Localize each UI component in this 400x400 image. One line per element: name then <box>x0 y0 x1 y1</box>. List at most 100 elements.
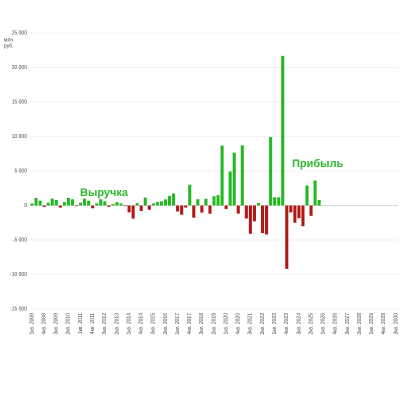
y-tick-label: 20 000 <box>12 65 28 71</box>
y-tick-label: 15 000 <box>12 99 28 105</box>
bar <box>200 205 204 213</box>
x-tick-label: 4кв. 2023 <box>284 313 290 335</box>
x-tick-label: 2кв. 2016 <box>163 313 169 335</box>
y-label-line: руб. <box>4 43 14 49</box>
bar <box>269 137 273 206</box>
bar <box>123 205 127 207</box>
bar <box>107 205 111 207</box>
bar <box>244 205 248 219</box>
bar <box>147 205 151 210</box>
bar <box>285 205 289 269</box>
bar <box>240 145 244 206</box>
bar <box>216 195 220 206</box>
bar <box>87 200 91 206</box>
bar <box>297 205 301 219</box>
bar <box>139 205 143 212</box>
bar <box>119 203 123 206</box>
bar <box>289 205 293 213</box>
bar <box>317 199 321 206</box>
bar <box>50 198 54 206</box>
x-tick-label: 4кв. 2029 <box>381 313 387 335</box>
bar <box>151 203 155 206</box>
bar <box>131 205 135 219</box>
y-tick-label: 5 000 <box>14 168 27 174</box>
bar <box>301 205 305 227</box>
x-tick-label: 4кв. 2008 <box>41 313 47 335</box>
bar <box>54 199 58 206</box>
bar <box>208 205 212 214</box>
bar <box>103 201 107 206</box>
bar <box>91 205 95 209</box>
bar <box>273 197 277 206</box>
bar <box>236 205 240 214</box>
bar <box>46 202 50 206</box>
bar <box>115 202 119 206</box>
bar <box>34 197 38 206</box>
bar <box>180 205 184 215</box>
x-tick-label: 1кв. 2026 <box>321 313 327 335</box>
y-tick-label: -15 000 <box>10 306 27 312</box>
annotation: Прибыль <box>292 158 344 170</box>
bar <box>99 199 103 206</box>
x-tick-label: 4кв. 2014 <box>139 313 145 335</box>
bar <box>188 184 192 206</box>
x-tick-label: 1кв. 2014 <box>126 313 132 335</box>
bar <box>204 198 208 206</box>
bar <box>196 199 200 206</box>
x-tick-label: 1кв. 2011 <box>78 313 84 334</box>
x-tick-label: 4кв. 2011 <box>90 313 96 334</box>
x-tick-label: 1кв. 2020 <box>223 313 229 335</box>
bar <box>224 205 228 209</box>
y-tick-label: 25 000 <box>12 30 28 36</box>
y-tick-label: -5 000 <box>13 237 27 243</box>
bar <box>281 55 285 206</box>
x-tick-label: 1кв. 2023 <box>272 313 278 335</box>
bar <box>74 205 79 207</box>
x-tick-label: 3кв. 2018 <box>199 313 205 335</box>
y-tick-label: 10 000 <box>12 134 28 140</box>
bar <box>95 203 99 206</box>
y-label-line: млн <box>4 37 13 43</box>
bar <box>232 152 236 206</box>
bar <box>293 205 297 223</box>
bar <box>143 197 147 206</box>
x-tick-label: 1кв. 2017 <box>175 313 181 335</box>
bar <box>159 201 163 206</box>
bar <box>212 196 216 206</box>
bar <box>70 199 74 206</box>
bar <box>176 205 180 212</box>
bar <box>155 202 159 206</box>
x-tick-label: 2кв. 2022 <box>260 313 266 335</box>
bar <box>127 205 131 213</box>
bar <box>220 145 224 206</box>
x-tick-label: 2кв. 2010 <box>66 313 72 335</box>
y-tick-label: -10 000 <box>10 272 27 278</box>
x-tick-label: 2кв. 2028 <box>357 313 363 335</box>
x-tick-label: 4кв. 2026 <box>333 313 339 335</box>
x-tick-label: 2кв. 2013 <box>114 313 120 335</box>
x-tick-label: 3кв. 2021 <box>248 313 254 335</box>
x-tick-label: 3кв. 2030 <box>393 313 399 335</box>
x-tick-label: 1кв. 2008 <box>29 313 35 335</box>
x-tick-label: 2кв. 2025 <box>308 313 314 335</box>
bar <box>313 180 317 206</box>
bar <box>192 205 196 218</box>
x-tick-label: 3кв. 2009 <box>54 313 60 335</box>
bar <box>79 202 83 206</box>
bar <box>167 195 172 206</box>
bar <box>252 205 256 222</box>
x-tick-label: 2кв. 2019 <box>211 313 217 335</box>
bar <box>228 171 232 206</box>
x-tick-label: 3кв. 2012 <box>102 313 108 335</box>
x-tick-label: 3кв. 2024 <box>296 313 302 335</box>
bar <box>135 203 139 206</box>
bar <box>256 203 261 206</box>
bar <box>62 202 66 206</box>
bar <box>163 199 168 206</box>
bar <box>260 205 265 234</box>
x-tick-label: 4кв. 2017 <box>187 313 193 335</box>
bar <box>42 205 46 207</box>
bar <box>248 205 252 234</box>
